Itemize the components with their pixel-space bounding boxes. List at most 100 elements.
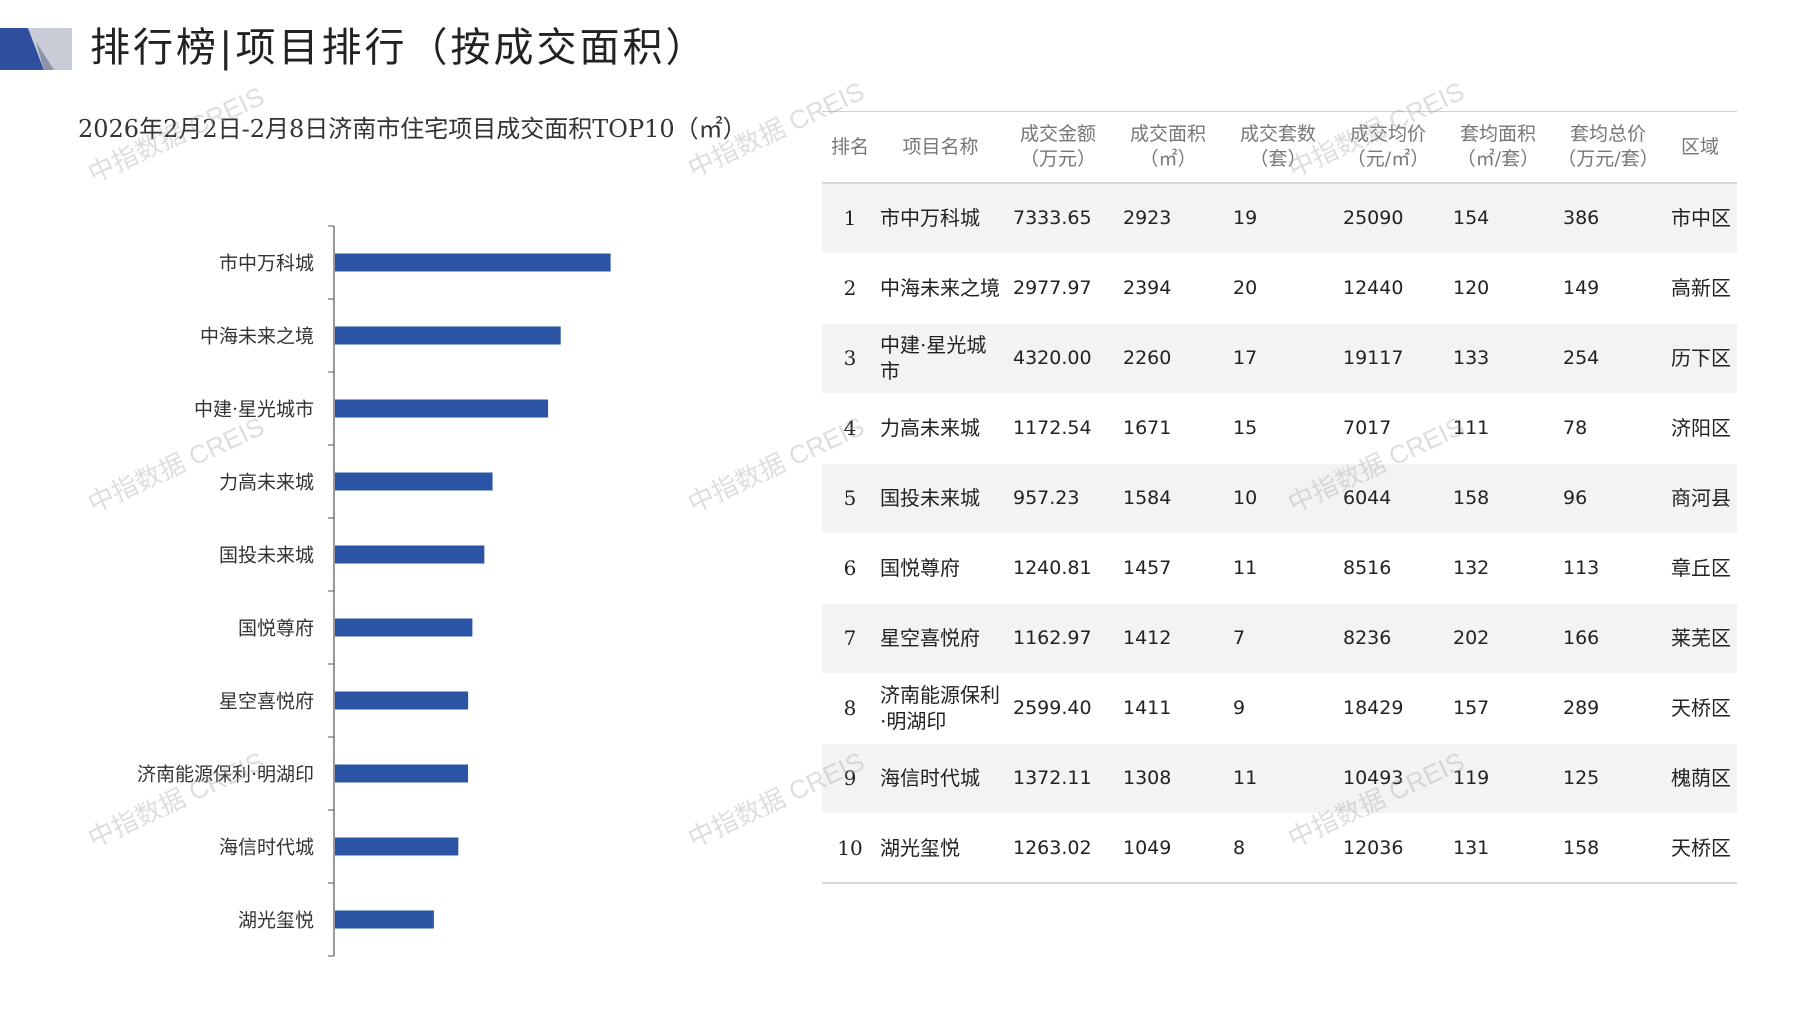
units-cell: 10 (1233, 487, 1258, 509)
district-cell: 天桥区 (1671, 835, 1731, 860)
avg-price-cell: 25090 (1343, 207, 1404, 230)
units-cell: 11 (1233, 767, 1258, 789)
rank-cell: 4 (843, 416, 857, 440)
bar (335, 399, 549, 418)
table-header-cell: 成交面积 （㎡） (1113, 112, 1223, 184)
project-name-cell: 济南能源保利·明湖印 (880, 683, 1000, 733)
header-label: 套均面积 (1459, 123, 1536, 145)
category-label: 济南能源保利·明湖印 (137, 764, 314, 786)
table-body: 1 市中万科城 7333.65 2923 19 25090 154 386 市中区 2 中海未来之境… (822, 183, 1737, 883)
project-name-cell: 星空喜悦府 (880, 626, 980, 650)
area-cell: 1671 (1123, 417, 1172, 439)
avg-total-cell: 254 (1563, 347, 1600, 369)
header-unit: （元/㎡） (1346, 148, 1430, 170)
bar-chart: 市中万科城中海未来之境中建·星光城市力高未来城国投未来城国悦尊府星空喜悦府济南能… (137, 225, 611, 957)
avg-total-cell: 113 (1563, 557, 1600, 579)
avg-price-cell: 12440 (1343, 277, 1404, 299)
table-row: 9 海信时代城 1372.11 1308 11 10493 119 125 槐荫区 (822, 743, 1737, 813)
avg-price-cell: 8236 (1343, 627, 1392, 649)
area-cell: 1411 (1123, 697, 1172, 719)
table-header-cell: 成交金额 （万元） (1003, 112, 1113, 184)
category-label: 海信时代城 (219, 837, 314, 859)
category-label: 国悦尊府 (238, 618, 314, 640)
district-cell: 商河县 (1671, 486, 1731, 510)
avg-total-cell: 78 (1563, 417, 1588, 439)
avg-total-cell: 289 (1563, 697, 1600, 719)
amount-cell: 2977.97 (1013, 277, 1092, 299)
avg-price-cell: 19117 (1343, 347, 1404, 369)
avg-total-cell: 166 (1563, 627, 1600, 649)
table-row: 10 湖光玺悦 1263.02 1049 8 12036 131 158 天桥区 (822, 813, 1737, 883)
avg-price-cell: 7017 (1343, 417, 1392, 439)
area-cell: 2394 (1123, 277, 1172, 299)
table-row: 2 中海未来之境 2977.97 2394 20 12440 120 149 高新区 (822, 253, 1737, 323)
district-cell: 历下区 (1671, 346, 1731, 370)
header-label: 区域 (1680, 135, 1719, 158)
amount-cell: 1372.11 (1013, 767, 1092, 789)
area-cell: 1308 (1123, 767, 1172, 789)
rank-cell: 6 (843, 556, 857, 580)
bar (335, 253, 611, 272)
district-cell: 天桥区 (1671, 696, 1731, 720)
table-header-cell: 成交均价 （元/㎡） (1333, 112, 1443, 184)
project-name-cell: 市中万科城 (880, 206, 980, 231)
header-label: 成交金额 (1019, 123, 1096, 145)
project-name-cell: 国投未来城 (880, 486, 980, 510)
district-cell: 高新区 (1671, 276, 1731, 300)
avg-price-cell: 12036 (1343, 836, 1404, 859)
avg-total-cell: 96 (1563, 487, 1588, 509)
avg-area-cell: 154 (1453, 207, 1490, 230)
bar (335, 545, 485, 564)
district-cell: 槐荫区 (1671, 766, 1731, 790)
rank-cell: 10 (837, 835, 863, 860)
header-label: 成交面积 (1129, 123, 1206, 145)
avg-area-cell: 133 (1453, 347, 1490, 369)
avg-area-cell: 158 (1453, 487, 1490, 509)
project-name-cell: 力高未来城 (880, 416, 980, 440)
rank-cell: 5 (843, 486, 857, 510)
table-header-cell: 成交套数 （套） (1223, 112, 1333, 184)
amount-cell: 2599.40 (1013, 697, 1092, 719)
avg-price-cell: 10493 (1343, 767, 1404, 789)
area-cell: 1049 (1123, 836, 1172, 859)
rank-cell: 3 (843, 346, 857, 370)
header-label: 排名 (830, 135, 869, 158)
amount-cell: 7333.65 (1013, 207, 1092, 230)
header-label: 成交均价 (1349, 123, 1426, 145)
amount-cell: 4320.00 (1013, 347, 1092, 369)
avg-area-cell: 132 (1453, 557, 1490, 579)
header-label: 项目名称 (902, 135, 979, 158)
bar (335, 472, 493, 491)
avg-area-cell: 120 (1453, 277, 1490, 299)
rank-cell: 1 (843, 206, 857, 231)
district-cell: 市中区 (1671, 206, 1731, 231)
units-cell: 19 (1233, 207, 1258, 230)
units-cell: 9 (1233, 697, 1246, 719)
avg-total-cell: 158 (1563, 836, 1600, 859)
category-label: 湖光玺悦 (238, 910, 314, 932)
bar (335, 618, 473, 637)
project-name-cell: 中海未来之境 (880, 276, 1000, 300)
header-label: 套均总价 (1569, 123, 1646, 145)
rank-cell: 2 (843, 276, 857, 300)
rank-cell: 7 (843, 626, 857, 650)
table-header-row: 排名 项目名称 成交金额 （万元） 成交面积 （㎡） 成交套数 （套） 成交均价 （元/㎡） 套均面… (822, 111, 1737, 184)
units-cell: 15 (1233, 417, 1258, 439)
category-label: 中海未来之境 (200, 326, 314, 348)
area-cell: 2923 (1123, 207, 1172, 230)
avg-area-cell: 157 (1453, 697, 1490, 719)
header-label: 成交套数 (1239, 123, 1316, 145)
bar (335, 837, 459, 856)
table-header-cell: 项目名称 (878, 112, 1003, 184)
table-row: 6 国悦尊府 1240.81 1457 11 8516 132 113 章丘区 (822, 533, 1737, 603)
district-cell: 章丘区 (1671, 556, 1731, 580)
table-header-cell: 区域 (1663, 112, 1737, 184)
table-row: 7 星空喜悦府 1162.97 1412 7 8236 202 166 莱芜区 (822, 603, 1737, 673)
ranking-table: 排名 项目名称 成交金额 （万元） 成交面积 （㎡） 成交套数 （套） 成交均价 （元/㎡） 套均面… (822, 111, 1737, 884)
header-unit: （㎡） (1139, 148, 1197, 170)
table-header-cell: 排名 (822, 112, 878, 184)
avg-price-cell: 18429 (1343, 697, 1404, 719)
rank-cell: 9 (843, 766, 857, 790)
avg-area-cell: 202 (1453, 627, 1490, 649)
avg-area-cell: 119 (1453, 767, 1490, 789)
